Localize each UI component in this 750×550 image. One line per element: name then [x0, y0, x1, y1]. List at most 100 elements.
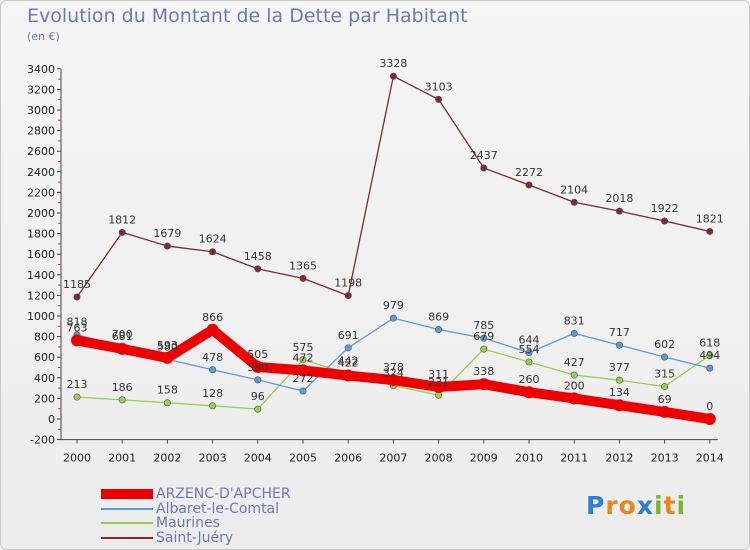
data-label: 377	[609, 361, 630, 374]
data-label: 2104	[560, 183, 588, 196]
x-tick-label: 2012	[605, 452, 633, 465]
data-point	[118, 396, 126, 404]
data-point	[435, 95, 443, 103]
x-tick-label: 2013	[651, 452, 679, 465]
data-label: 1365	[289, 259, 317, 272]
data-point	[661, 383, 669, 391]
data-point	[254, 265, 262, 273]
data-label: 700	[112, 328, 133, 341]
data-point	[342, 369, 355, 382]
x-tick-label: 2005	[289, 452, 317, 465]
data-label: 338	[473, 365, 494, 378]
data-label: 1458	[244, 250, 272, 263]
data-point	[389, 314, 397, 322]
x-tick-label: 2009	[470, 452, 498, 465]
data-label: 869	[428, 310, 449, 323]
y-tick-label: 2800	[27, 125, 55, 138]
data-point	[706, 364, 714, 372]
data-point	[254, 376, 262, 384]
legend-label: ARZENC-D'APCHER	[156, 486, 291, 502]
x-tick-label: 2011	[560, 452, 588, 465]
data-point	[71, 334, 83, 347]
data-label: 380	[247, 361, 268, 374]
data-point	[389, 72, 397, 80]
data-point	[613, 399, 626, 412]
data-point	[570, 371, 578, 379]
data-label: 505	[247, 348, 268, 361]
chart-title: Evolution du Montant de la Dette par Hab…	[27, 5, 468, 27]
data-label: 717	[609, 326, 630, 339]
data-point	[525, 181, 533, 189]
data-point	[435, 325, 443, 333]
legend-label: Albaret-le-Comtal	[156, 500, 280, 517]
y-tick-label: 2000	[27, 207, 55, 220]
legend-label: Maurines	[156, 515, 220, 531]
data-label: 324	[383, 367, 404, 380]
data-label: 158	[157, 384, 178, 397]
data-label: 260	[519, 373, 540, 386]
y-tick-label: 3400	[27, 63, 55, 76]
data-label: 427	[564, 356, 585, 369]
logo-letter: i	[676, 491, 687, 520]
data-point	[480, 345, 488, 353]
data-label: 200	[564, 379, 585, 392]
x-tick-label: 2006	[334, 452, 362, 465]
data-label: 691	[338, 329, 359, 342]
data-point	[299, 274, 307, 282]
data-label: 378	[383, 361, 404, 374]
logo-letter: x	[636, 491, 654, 520]
data-point	[570, 329, 578, 337]
logo-letter: i	[654, 491, 664, 520]
data-label: 2272	[515, 166, 543, 179]
data-label: 1624	[199, 233, 227, 246]
x-tick-label: 2010	[515, 452, 543, 465]
data-point	[206, 323, 219, 336]
y-tick-label: 2200	[27, 186, 55, 199]
data-point	[706, 227, 714, 235]
chart-subtitle: (en €)	[27, 30, 60, 43]
y-tick-label: 1000	[27, 310, 55, 323]
data-label: 0	[706, 400, 713, 413]
x-tick-label: 2014	[696, 452, 724, 465]
logo-letter: o	[618, 491, 637, 520]
data-point	[209, 366, 217, 374]
data-point	[344, 292, 352, 300]
data-label: 785	[473, 319, 494, 332]
y-tick-label: 1400	[27, 269, 55, 282]
legend-label: Saint-Juéry	[156, 529, 234, 546]
series-line	[76, 75, 711, 298]
x-tick-label: 2007	[379, 452, 407, 465]
data-label: 213	[67, 378, 88, 391]
data-point	[344, 344, 352, 352]
data-point	[615, 341, 623, 349]
data-label: 3328	[379, 57, 407, 70]
data-label: 311	[428, 368, 449, 381]
y-tick-label: 600	[34, 351, 55, 364]
data-label: 580	[157, 340, 178, 353]
proxiti-logo: Proxiti	[586, 491, 686, 520]
logo-letter: P	[586, 491, 606, 520]
data-label: 831	[564, 314, 585, 327]
data-label: 979	[383, 299, 404, 312]
data-label: 602	[654, 338, 675, 351]
data-point	[615, 376, 623, 384]
data-label: 681	[112, 330, 133, 343]
data-point	[297, 364, 309, 377]
data-point	[432, 380, 445, 393]
data-label: 866	[202, 311, 223, 324]
data-point	[661, 217, 669, 225]
data-label: 575	[293, 341, 314, 354]
legend-swatch	[101, 522, 153, 524]
data-label: 2437	[470, 149, 498, 162]
y-tick-label: 0	[48, 413, 55, 426]
x-tick-label: 2002	[153, 452, 181, 465]
data-label: 134	[609, 386, 630, 399]
legend-swatch	[101, 536, 153, 539]
data-label: 1198	[334, 277, 362, 290]
data-label: 472	[293, 351, 314, 364]
data-label: 96	[251, 390, 265, 403]
data-label: 2018	[605, 192, 633, 205]
y-tick-label: -200	[30, 434, 55, 447]
data-point	[73, 293, 81, 301]
